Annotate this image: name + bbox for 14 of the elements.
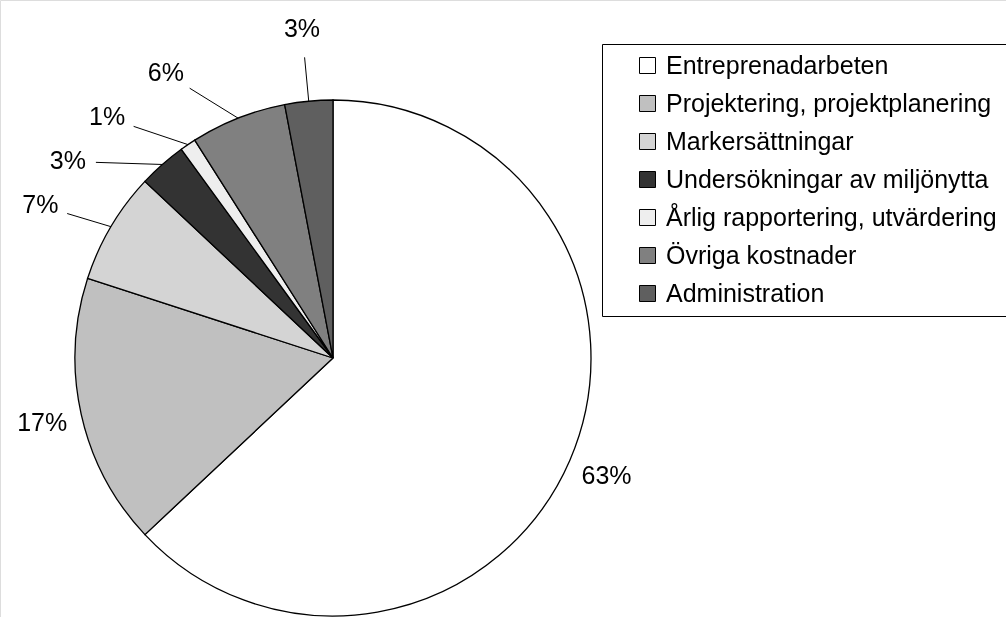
legend-label: Entreprenadarbeten [666, 50, 889, 79]
data-label: 17% [17, 408, 68, 437]
legend-label: Årlig rapportering, utvärdering [666, 201, 997, 231]
legend-label: Markersättningar [666, 126, 854, 155]
data-label: 7% [22, 190, 59, 219]
data-label: 63% [581, 461, 632, 490]
legend-label: Övriga kostnader [666, 240, 857, 269]
legend-label: Undersökningar av miljönytta [666, 164, 989, 193]
legend-label: Administration [666, 278, 825, 307]
legend-label: Projektering, projektplanering [666, 88, 992, 117]
data-label: 6% [147, 58, 184, 87]
data-label: 3% [283, 14, 321, 43]
data-label: 3% [49, 146, 86, 175]
data-label: 1% [89, 102, 126, 131]
